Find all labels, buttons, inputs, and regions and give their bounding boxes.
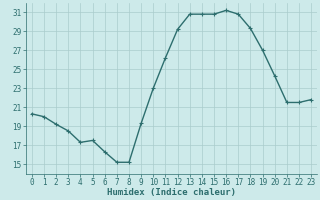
X-axis label: Humidex (Indice chaleur): Humidex (Indice chaleur)	[107, 188, 236, 197]
